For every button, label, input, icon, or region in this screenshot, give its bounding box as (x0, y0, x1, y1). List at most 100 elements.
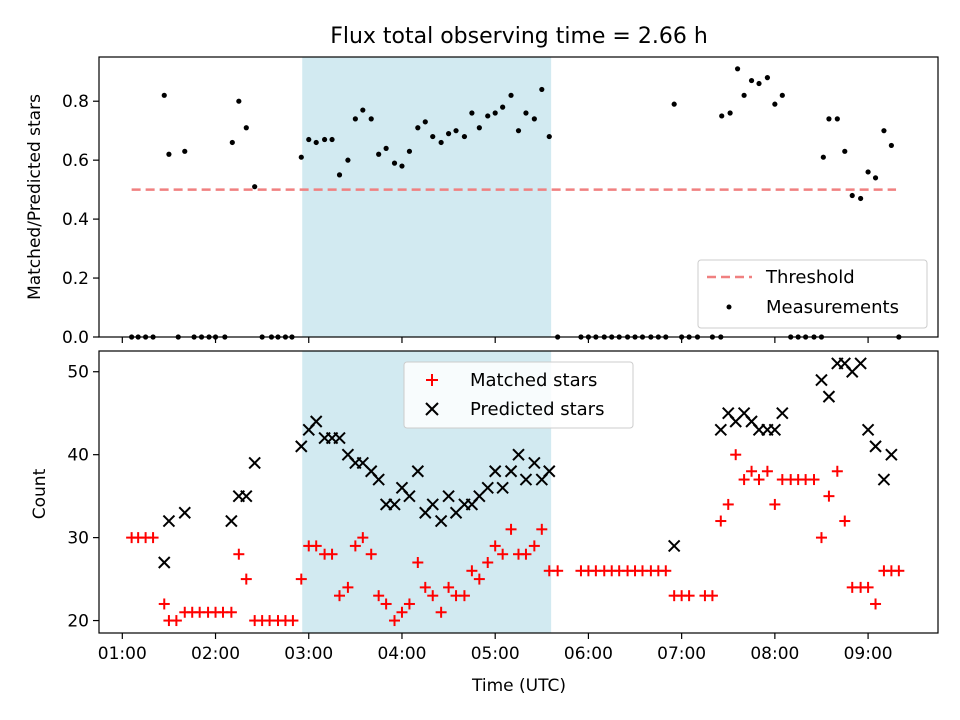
measurement-point (865, 169, 871, 175)
predicted-stars-point (861, 423, 875, 437)
matched-stars-point (761, 465, 773, 477)
matched-stars-point (435, 606, 447, 618)
measurement-point (406, 148, 413, 154)
measurement-point (360, 107, 366, 113)
matched-stars-point (706, 590, 718, 602)
matched-stars-legend-swatch (426, 374, 438, 386)
measurement-point (820, 154, 826, 160)
matched-stars-point (412, 557, 424, 568)
x-stroke (496, 481, 509, 495)
x-stroke (388, 498, 401, 511)
x-stroke (838, 357, 851, 370)
predicted-stars-point (426, 498, 439, 511)
y-tick-label: 0.0 (62, 328, 89, 348)
top-axes: 0.0 0.2 0.4 0.6 0.8 (62, 56, 939, 348)
y-tick-label: 40 (67, 446, 89, 466)
measurement-point (485, 113, 491, 119)
predicted-stars-point (158, 556, 171, 569)
measurement-point (166, 151, 172, 157)
predicted-stars-point (512, 448, 525, 461)
measurement-point (826, 116, 832, 122)
x-tick-label: 02:00 (191, 644, 240, 664)
x-axis-label: Time (UTC) (471, 676, 566, 696)
matched-stars-point (233, 548, 245, 560)
measurement-point (376, 151, 382, 157)
chart-title: Flux total observing time = 2.66 h (330, 24, 708, 49)
x-stroke (426, 498, 439, 511)
matched-stars-point (862, 581, 874, 593)
axes-frame (98, 350, 939, 634)
x-stroke (365, 465, 378, 478)
matched-stars-point (373, 590, 385, 602)
legend-entry-matched-stars: Matched stars (470, 370, 597, 391)
measurement-point (383, 145, 389, 151)
matched-stars-point (466, 565, 478, 577)
measurement-point (438, 139, 444, 146)
measurement-point (881, 128, 887, 134)
measurement-point (858, 195, 864, 202)
predicted-stars-point (885, 448, 898, 461)
predicted-stars-point (411, 465, 425, 478)
predicted-stars-point (388, 498, 401, 511)
observing-interval-shade (302, 57, 552, 337)
matched-stars-point (342, 581, 354, 593)
matched-stars-point (730, 449, 742, 461)
matched-stars-point (870, 598, 882, 610)
matched-stars-point (287, 615, 299, 627)
y-tick-label: 0.2 (62, 269, 89, 289)
x-stroke (295, 440, 308, 453)
x-stroke (714, 423, 727, 437)
x-stroke (240, 489, 253, 503)
measurement-point (313, 139, 319, 146)
predicted-stars-point (372, 473, 385, 486)
predicted-stars-point (519, 473, 533, 486)
predicted-stars-point (333, 431, 346, 445)
predicted-stars-point (178, 506, 191, 519)
measurement-point (764, 75, 771, 81)
x-tick-label: 05:00 (471, 644, 520, 664)
matched-stars-point (158, 598, 170, 610)
x-stroke (488, 465, 502, 478)
predicted-stars-point (776, 406, 789, 420)
measurement-point (243, 125, 249, 131)
measurements-legend-swatch (726, 304, 732, 310)
x-stroke (481, 481, 494, 495)
measurement-point (779, 92, 785, 98)
x-stroke (768, 423, 782, 437)
measurement-point (236, 98, 242, 104)
predicted-stars-point (295, 440, 308, 453)
legend-entry-predicted-stars: Predicted stars (470, 399, 604, 420)
predicted-stars-point (504, 465, 518, 478)
matched-stars-point (536, 523, 548, 535)
x-stroke (248, 456, 261, 470)
x-tick-label: 09:00 (844, 644, 893, 664)
matched-stars-point (808, 474, 820, 486)
y-tick-label: 30 (67, 529, 89, 549)
predicted-stars-point (877, 473, 891, 486)
predicted-stars-point (488, 465, 502, 478)
matched-stars-point (389, 615, 401, 627)
measurement-point (476, 125, 482, 131)
measurement-point (391, 160, 398, 166)
x-stroke (877, 473, 891, 486)
x-stroke (442, 489, 455, 503)
measurement-point (336, 172, 343, 178)
measurement-point (546, 133, 552, 140)
matched-stars-point (240, 573, 252, 585)
measurement-point (872, 175, 879, 181)
matched-stars-point (839, 515, 851, 527)
x-stroke (776, 406, 789, 420)
matched-stars-point (357, 532, 369, 544)
predicted-stars-point (481, 481, 494, 495)
matched-stars-point (660, 565, 672, 577)
measurement-point (345, 157, 351, 163)
matched-stars-point (683, 590, 695, 602)
x-stroke (854, 357, 867, 370)
predicted-stars-point (543, 465, 556, 478)
y-tick-label: 50 (67, 363, 89, 383)
measurement-point (422, 119, 428, 125)
matched-stars-point (746, 465, 758, 477)
matched-stars-point (505, 523, 517, 535)
predicted-stars-point (822, 390, 836, 403)
